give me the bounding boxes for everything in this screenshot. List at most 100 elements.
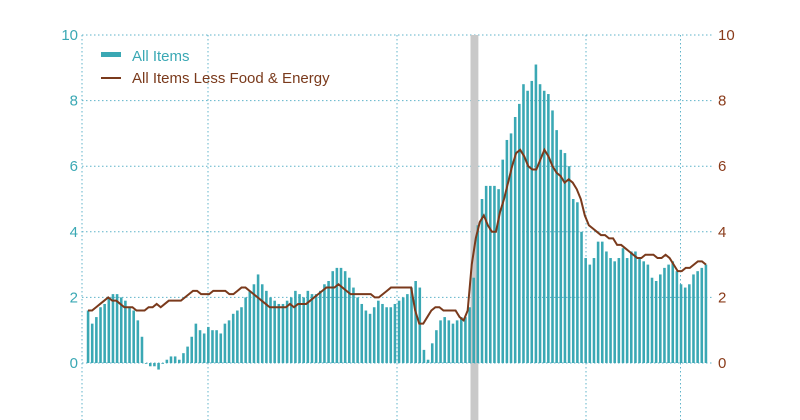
legend: All Items All Items Less Food & Energy: [101, 48, 330, 87]
all-items-bar: [169, 356, 173, 363]
all-items-bar: [294, 290, 297, 363]
all-items-bar: [310, 294, 314, 363]
all-items-bar: [240, 307, 243, 363]
all-items-bar: [667, 264, 670, 363]
all-items-bar: [526, 90, 529, 363]
all-items-bar: [422, 349, 426, 363]
all-items-bar: [273, 300, 276, 363]
all-items-bar: [190, 336, 194, 363]
all-items-bar: [580, 231, 583, 363]
all-items-bar: [356, 297, 359, 363]
all-items-bar: [397, 300, 401, 363]
all-items-bar: [368, 313, 372, 363]
legend-label-all-items: All Items: [132, 48, 190, 65]
all-items-bar: [430, 343, 434, 363]
all-items-bar: [198, 330, 202, 363]
right-tick-label: 8: [718, 93, 726, 110]
right-tick-label: 6: [718, 158, 726, 175]
all-items-bar: [107, 297, 111, 363]
all-items-bar: [343, 271, 347, 363]
all-items-bar: [638, 258, 641, 363]
all-items-bar: [455, 320, 459, 363]
all-items-bar: [609, 258, 612, 363]
all-items-bar: [148, 363, 152, 367]
all-items-bar: [642, 261, 646, 363]
all-items-bar: [683, 287, 687, 363]
all-items-bar: [165, 359, 169, 363]
all-items-bar: [555, 130, 558, 363]
left-axis-ticks: 0 2 4 6 8 10: [61, 27, 78, 372]
all-items-bar: [219, 333, 223, 363]
all-items-bar: [173, 356, 177, 363]
all-items-bar: [153, 363, 156, 367]
all-items-bar: [571, 199, 575, 363]
all-items-bar: [90, 323, 94, 363]
all-items-bar: [704, 264, 708, 363]
all-items-bars: [86, 64, 708, 370]
all-items-bar: [352, 287, 355, 363]
all-items-bar: [289, 297, 293, 363]
all-items-bar: [277, 303, 281, 363]
all-items-bar: [298, 294, 301, 363]
all-items-bar: [202, 333, 206, 363]
all-items-bar: [252, 284, 256, 363]
all-items-bar: [414, 281, 417, 363]
all-items-bar: [406, 294, 409, 363]
all-items-bar: [119, 297, 123, 363]
all-items-bar: [244, 297, 247, 363]
all-items-bar: [103, 303, 106, 363]
all-items-bar: [265, 290, 268, 363]
all-items-bar: [489, 185, 492, 363]
all-items-bar: [323, 284, 326, 363]
all-items-bar: [646, 264, 650, 363]
all-items-bar: [584, 258, 587, 363]
all-items-bar: [381, 303, 384, 363]
all-items-bar: [426, 359, 430, 363]
all-items-bar: [559, 149, 563, 363]
legend-label-core: All Items Less Food & Energy: [132, 70, 330, 87]
all-items-bar: [484, 185, 488, 363]
all-items-bar: [592, 258, 596, 363]
all-items-bar: [157, 363, 160, 370]
all-items-bar: [518, 103, 521, 363]
all-items-bar: [124, 300, 127, 363]
left-tick-label: 0: [70, 355, 78, 372]
all-items-bar: [360, 303, 364, 363]
all-items-bar: [435, 330, 438, 363]
right-tick-label: 4: [718, 224, 726, 241]
all-items-bar: [675, 271, 679, 363]
all-items-bar: [679, 284, 683, 363]
all-items-bar: [410, 287, 413, 363]
all-items-bar: [613, 261, 616, 363]
all-items-bar: [671, 261, 675, 363]
left-tick-label: 2: [70, 289, 78, 306]
all-items-bar: [439, 320, 442, 363]
all-items-bar: [182, 353, 185, 363]
all-items-bar: [625, 258, 629, 363]
all-items-bar: [335, 267, 339, 363]
all-items-bar: [621, 248, 625, 363]
all-items-bar: [509, 133, 513, 363]
all-items-bar: [136, 320, 140, 363]
all-items-bar: [688, 284, 691, 363]
all-items-bar: [443, 317, 446, 363]
all-items-bar: [178, 359, 181, 363]
all-items-bar: [464, 317, 467, 363]
right-tick-label: 10: [718, 27, 735, 44]
all-items-bar: [319, 290, 322, 363]
all-items-bar: [530, 80, 534, 364]
all-items-bar: [501, 159, 505, 363]
recession-band: [470, 35, 479, 420]
all-items-bar: [447, 320, 451, 363]
all-items-bar: [522, 84, 525, 363]
all-items-bar: [372, 307, 376, 363]
all-items-bar: [534, 64, 538, 364]
all-items-bar: [231, 313, 235, 363]
all-items-bar: [472, 277, 475, 363]
all-items-bar: [339, 267, 343, 363]
gridlines: [81, 34, 712, 420]
all-items-bar: [285, 300, 289, 363]
all-items-bar: [696, 271, 699, 363]
all-items-bar: [223, 323, 227, 363]
